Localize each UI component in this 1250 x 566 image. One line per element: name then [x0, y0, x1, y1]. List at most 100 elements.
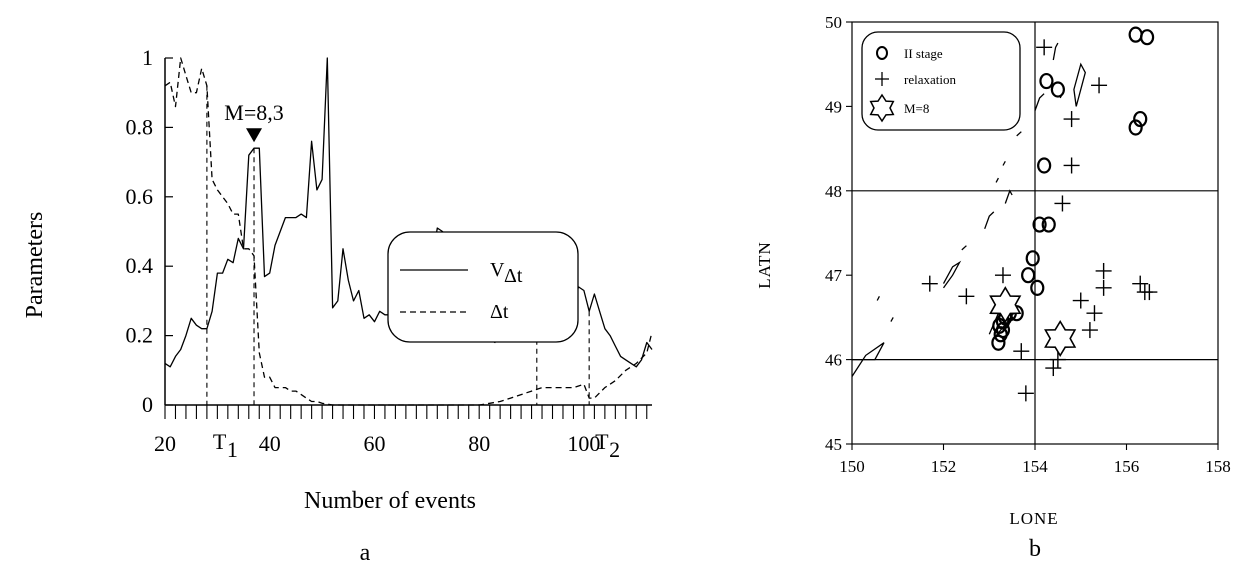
panel-a-series-dt-line [164, 57, 653, 406]
panel-a-axes [164, 57, 652, 419]
panel-a-y-tick-label: 0.6 [126, 184, 154, 209]
panel-b-point-relaxation [1132, 275, 1149, 292]
panel-b-coastline-segment [961, 245, 967, 251]
panel-b-point-ii-stage [1030, 279, 1045, 296]
panel-b-x-tick-label: 156 [1114, 457, 1140, 476]
panel-b-coastline-segment [1073, 62, 1086, 107]
panel-b-marks [921, 26, 1158, 402]
panel-a-x-tick-label: 20 [154, 431, 176, 456]
panel-a-annotation-triangle [246, 128, 263, 143]
panel-b-y-tick-label: 45 [825, 435, 842, 454]
panel-a-x-tick-label: 60 [363, 431, 385, 456]
panel-b-point-relaxation [1095, 262, 1112, 279]
panel-b-coastline-segment [995, 177, 999, 183]
panel-b-point-relaxation [1054, 195, 1071, 212]
panel-b-coastline-segment [876, 295, 880, 301]
panel-b-point-relaxation [1095, 279, 1112, 296]
panel-a-x-axis-title: Number of events [304, 488, 476, 514]
panel-b-axes [846, 21, 1219, 450]
panel-b-y-tick-label: 47 [825, 266, 843, 285]
panel-b-legend: II stage relaxation M=8 [861, 31, 1021, 131]
panel-a-y-axis-title: Parameters [22, 212, 48, 319]
panel-b-coastline-segment [942, 260, 962, 289]
panel-b-point-relaxation [958, 288, 975, 305]
panel-b-legend-plus-swatch [875, 72, 889, 86]
panel-a-annotation-label: M=8,3 [224, 100, 283, 125]
panel-b-point-m8-star [1044, 319, 1077, 358]
panel-b-x-tick-label: 154 [1022, 457, 1048, 476]
panel-b-y-tick-label: 46 [825, 351, 842, 370]
panel-b-point-ii-stage [1032, 216, 1047, 233]
panel-a-x-tick-label: 80 [468, 431, 490, 456]
panel-a-x-tick-label: 100 [567, 431, 600, 456]
panel-b-y-tick-label: 50 [825, 13, 842, 32]
panel-a-x-tick-label: 40 [259, 431, 281, 456]
panel-b-point-ii-stage [1133, 110, 1148, 128]
panel-b-legend-circle-swatch [876, 46, 888, 60]
panel-a-y-tick-label: 0.4 [126, 253, 154, 278]
panel-b-point-ii-stage [1025, 250, 1040, 267]
panel-b-point-relaxation [921, 275, 938, 292]
panel-b-coastline-segment [1004, 189, 1013, 204]
panel-b-tick-labels: 150 152 154 156 158 45 46 47 48 49 50 [825, 13, 1231, 476]
panel-b-x-tick-label: 150 [839, 457, 865, 476]
panel-b-legend-label-ii-stage: II stage [904, 46, 943, 61]
panel-a-time-marker-label: T [213, 429, 227, 454]
panel-b-legend-label-relaxation: relaxation [904, 72, 956, 87]
panel-b-coastline-segment [890, 317, 894, 322]
panel-b-point-relaxation [1017, 385, 1034, 402]
panel-b-point-relaxation [1013, 343, 1030, 360]
panel-a-y-tick-label: 0.2 [126, 323, 154, 348]
panel-b-coastline-segment [1002, 160, 1006, 166]
panel-b-x-tick-label: 152 [931, 457, 957, 476]
panel-b-point-ii-stage [1050, 81, 1065, 98]
panel-a-y-tick-label: 0 [142, 392, 153, 417]
panel-a-legend-label-v-subscript: Δt [504, 265, 523, 287]
panel-b-y-axis-title: LATN [755, 241, 774, 288]
panel-b-legend-star-swatch [869, 93, 895, 123]
panel-b-point-relaxation [994, 267, 1011, 284]
panel-a-letter: a [360, 540, 371, 566]
panel-a-y-tick-label: 1 [142, 45, 153, 70]
panel-a-legend-box [387, 231, 579, 343]
panel-a-time-marker-subscript: 1 [227, 437, 238, 462]
panel-b-letter: b [1029, 536, 1041, 562]
panel-b-x-axis-title: LONE [1009, 509, 1058, 528]
panel-b-y-tick-label: 48 [825, 182, 842, 201]
panel-b-y-tick-label: 49 [825, 97, 842, 116]
panel-a-time-marker-label: T [595, 429, 609, 454]
panel-a-legend-label-dt: Δt [490, 301, 509, 323]
panel-b-legend-label-m8: M=8 [904, 101, 929, 116]
panel-b-point-relaxation [1086, 305, 1103, 322]
panel-b-point-ii-stage [1021, 267, 1036, 284]
panel-b-point-m8-star [989, 286, 1022, 324]
panel-b-point-relaxation [1081, 322, 1098, 339]
panel-b-point-relaxation [1049, 351, 1066, 368]
panel-b-point-relaxation [1036, 39, 1053, 56]
panel-b-point-ii-stage [1039, 72, 1054, 90]
panel-b-x-tick-label: 158 [1205, 457, 1231, 476]
panel-b-point-ii-stage [1128, 26, 1143, 43]
panel-b-legend-box [861, 31, 1021, 131]
panel-b-coastline-segment [1034, 93, 1045, 111]
panel-b-point-ii-stage [1128, 119, 1143, 136]
panel-b-point-relaxation [1063, 157, 1080, 174]
panel-b-coastline-segment [1016, 131, 1022, 137]
panel-b-coastline-segment [984, 211, 995, 230]
panel-b-coastline-segment [1052, 42, 1059, 61]
panel-a-legend-label-v: V [490, 259, 505, 281]
panel-b-point-ii-stage [1041, 216, 1056, 233]
panel-a-time-marker-subscript: 2 [609, 437, 620, 462]
panel-b-point-ii-stage [1139, 29, 1155, 46]
panel-a-y-tick-label: 0.8 [126, 114, 154, 139]
panel-b-point-relaxation [1045, 360, 1062, 377]
panel-a-chart: M=8,3M=8,2 00.20.40.60.8120406080100T1T2… [22, 45, 653, 566]
panel-b-coastline-segment [851, 342, 885, 377]
panel-b-point-relaxation [1141, 284, 1158, 301]
panel-b-point-ii-stage [1037, 157, 1052, 174]
panel-b-point-relaxation [1072, 292, 1089, 309]
panel-b-point-relaxation [1091, 77, 1108, 94]
